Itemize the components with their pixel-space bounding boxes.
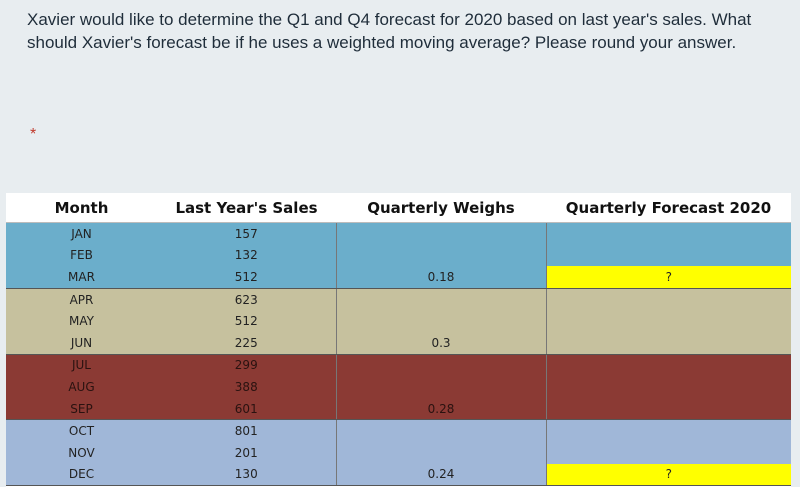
table-row: JUN 225 0.3	[6, 331, 791, 355]
table-row: SEP 601 0.28	[6, 397, 791, 421]
table-row: MAY 512	[6, 310, 791, 332]
weight-cell: 0.18	[335, 266, 547, 289]
weight-cell	[335, 222, 547, 245]
forecast-cell	[546, 288, 791, 311]
table-row: NOV 201	[6, 441, 791, 464]
month-cell: MAY	[6, 310, 157, 332]
forecast-cell	[546, 310, 791, 332]
month-cell: NOV	[6, 441, 157, 464]
sales-cell: 201	[157, 441, 336, 464]
weight-cell	[335, 419, 547, 442]
header-month: Month	[6, 193, 157, 223]
sales-cell: 388	[157, 376, 336, 398]
header-forecast: Quarterly Forecast 2020	[546, 193, 791, 223]
sales-table-image: Month Last Year's Sales Quarterly Weighs…	[6, 193, 791, 487]
forecast-cell	[546, 397, 791, 421]
weight-cell: 0.28	[335, 397, 547, 421]
forecast-cell	[546, 419, 791, 442]
month-cell: JUN	[6, 331, 157, 355]
table-row: AUG 388	[6, 376, 791, 398]
month-cell: FEB	[6, 244, 157, 267]
table-row: FEB 132	[6, 244, 791, 267]
weight-cell	[335, 244, 547, 267]
weight-cell	[335, 354, 547, 377]
forecast-cell	[546, 222, 791, 245]
table-row: JUL 299	[6, 354, 791, 377]
month-cell: OCT	[6, 419, 157, 442]
forecast-cell: ?	[546, 266, 791, 289]
month-cell: SEP	[6, 397, 157, 421]
sales-cell: 512	[157, 310, 336, 332]
table-row: JAN 157	[6, 222, 791, 245]
forecast-cell	[546, 376, 791, 398]
table-row: OCT 801	[6, 419, 791, 442]
required-marker: *	[30, 126, 37, 143]
sales-cell: 225	[157, 331, 336, 355]
weight-cell	[335, 288, 547, 311]
sales-cell: 132	[157, 244, 336, 267]
forecast-cell	[546, 331, 791, 355]
month-cell: AUG	[6, 376, 157, 398]
sales-cell: 601	[157, 397, 336, 421]
weight-cell: 0.3	[335, 331, 547, 355]
sales-cell: 801	[157, 419, 336, 442]
sales-cell: 157	[157, 222, 336, 245]
sales-cell: 299	[157, 354, 336, 377]
sales-cell: 130	[157, 463, 336, 487]
table-row: DEC 130 0.24?	[6, 463, 791, 487]
weight-cell: 0.24	[335, 463, 547, 487]
table-row: MAR 512 0.18?	[6, 266, 791, 289]
month-cell: MAR	[6, 266, 157, 289]
header-weights: Quarterly Weighs	[336, 193, 546, 223]
weight-cell	[335, 310, 547, 332]
month-cell: JAN	[6, 222, 157, 245]
forecast-cell: ?	[546, 463, 791, 487]
weight-cell	[335, 376, 547, 398]
sales-table: Month Last Year's Sales Quarterly Weighs…	[6, 193, 791, 487]
forecast-cell	[546, 244, 791, 267]
forecast-cell	[546, 354, 791, 377]
header-sales: Last Year's Sales	[157, 193, 336, 223]
question-text: Xavier would like to determine the Q1 an…	[27, 10, 752, 52]
month-cell: DEC	[6, 463, 157, 487]
month-cell: APR	[6, 288, 157, 311]
table-header-row: Month Last Year's Sales Quarterly Weighs…	[6, 193, 791, 223]
weight-cell	[335, 441, 547, 464]
sales-cell: 623	[157, 288, 336, 311]
forecast-cell	[546, 441, 791, 464]
month-cell: JUL	[6, 354, 157, 377]
table-row: APR 623	[6, 288, 791, 311]
sales-cell: 512	[157, 266, 336, 289]
